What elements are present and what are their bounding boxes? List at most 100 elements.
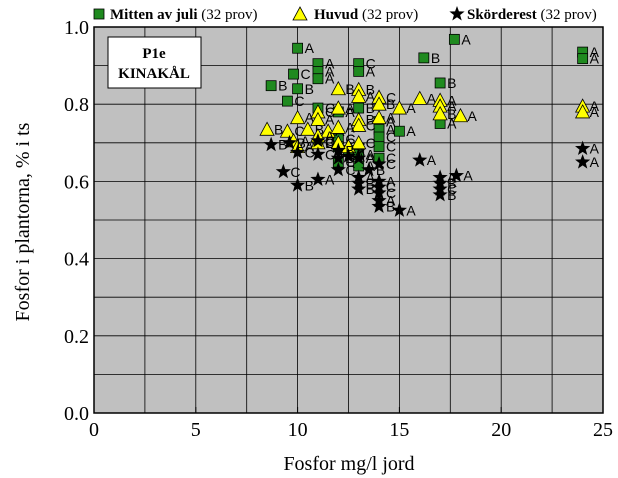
point-label: B	[366, 82, 375, 98]
point-label: C	[366, 56, 376, 72]
point-label: C	[386, 156, 396, 172]
point-label: A	[406, 202, 416, 218]
point-square	[448, 33, 460, 45]
point-label: A	[366, 158, 376, 174]
x-tick-label: 5	[191, 419, 201, 441]
x-tick-label: 25	[593, 419, 613, 441]
point-label: A	[590, 154, 600, 170]
point-label: A	[386, 193, 396, 209]
point-label: A	[366, 63, 376, 79]
point-label: C	[366, 135, 376, 151]
point-square	[312, 73, 324, 85]
panel-label-box: P1e KINAKÅL	[107, 36, 202, 89]
point-label: A	[447, 98, 457, 114]
point-label: A	[366, 170, 376, 186]
data-points: AAAACACBBCBABAACABAACAACACAACCBABBACBAAA…	[259, 31, 600, 218]
point-star	[340, 148, 357, 163]
point-label: B	[274, 121, 283, 137]
point-label: C	[345, 154, 355, 170]
point-star	[289, 144, 306, 159]
point-triangle	[371, 109, 387, 125]
legend-entry-1: Mitten av juli (32 prov)	[110, 7, 258, 23]
legend-series-2-count: (32 prov)	[362, 7, 418, 23]
point-star	[361, 161, 377, 177]
point-square	[292, 83, 304, 95]
point-square	[353, 102, 365, 114]
point-star	[330, 161, 346, 177]
point-label: C	[325, 135, 335, 151]
point-label: C	[386, 129, 396, 145]
legend-star-shape	[449, 6, 465, 21]
point-label: B	[315, 121, 324, 137]
point-label: A	[345, 104, 355, 120]
point-label: A	[461, 31, 471, 47]
point-label: A	[467, 108, 477, 124]
point-label: C	[290, 164, 300, 180]
point-square	[292, 42, 304, 54]
point-label: B	[296, 135, 305, 151]
gridlines	[94, 27, 603, 413]
point-star	[575, 154, 591, 169]
legend-marker-star	[449, 6, 465, 21]
point-label: C	[325, 133, 335, 149]
point-label: A	[305, 40, 315, 56]
point-square	[282, 95, 293, 107]
point-star	[310, 146, 326, 161]
point-label: A	[325, 112, 335, 128]
point-label: A	[386, 173, 396, 189]
point-label: B	[345, 143, 354, 159]
point-star	[351, 181, 367, 196]
point-label: A	[386, 110, 396, 126]
point-label: C	[325, 104, 335, 120]
point-label: A	[366, 88, 376, 104]
point-label: A	[427, 152, 437, 168]
point-star	[310, 171, 326, 186]
point-square	[288, 68, 299, 80]
point-label: C	[366, 117, 376, 133]
legend-series-3-count: (32 prov)	[540, 7, 596, 23]
point-triangle	[330, 119, 346, 134]
point-label: A	[366, 150, 376, 166]
legend-marker-triangle	[292, 6, 308, 21]
point-label: A	[386, 114, 396, 130]
point-label: A	[447, 92, 457, 108]
point-square	[373, 141, 385, 153]
point-label: C	[294, 123, 304, 139]
point-triangle	[279, 123, 296, 138]
point-star	[330, 142, 346, 157]
point-label: A	[427, 90, 437, 106]
point-triangle	[330, 80, 346, 96]
point-label: C	[386, 89, 396, 105]
x-tick-label: 20	[491, 419, 511, 441]
point-triangle	[432, 106, 448, 121]
point-label: A	[386, 121, 396, 137]
point-label: A	[301, 133, 311, 149]
point-label: B	[278, 137, 287, 153]
point-star	[263, 136, 279, 152]
point-square	[434, 77, 446, 89]
point-triangle	[310, 111, 326, 127]
legend: Mitten av juli (32 prov) Huvud (32 prov)…	[93, 6, 597, 23]
point-label: B	[431, 50, 440, 66]
point-triangle	[574, 104, 591, 119]
legend-entry-2: Huvud (32 prov)	[314, 7, 418, 23]
point-star	[275, 163, 291, 179]
y-tick-label: 0.4	[64, 249, 89, 271]
point-label: B	[345, 150, 354, 166]
point-label: A	[325, 56, 335, 72]
point-label: A	[406, 123, 416, 139]
legend-entry-3: Skörderest (32 prov)	[467, 7, 597, 23]
point-star	[371, 198, 387, 213]
y-tick-label: 1.0	[64, 17, 89, 39]
point-star	[310, 132, 326, 148]
point-label: A	[590, 141, 600, 157]
plot-frame	[93, 26, 604, 414]
point-label: C	[325, 100, 335, 116]
point-label: B	[376, 162, 385, 178]
legend-marker-square	[93, 8, 105, 20]
point-label: A	[447, 116, 457, 132]
point-label: A	[345, 100, 355, 116]
x-axis-label: Fosfor mg/l jord	[283, 453, 414, 475]
point-label: A	[406, 100, 416, 116]
y-tick-label: 0.0	[64, 403, 89, 425]
